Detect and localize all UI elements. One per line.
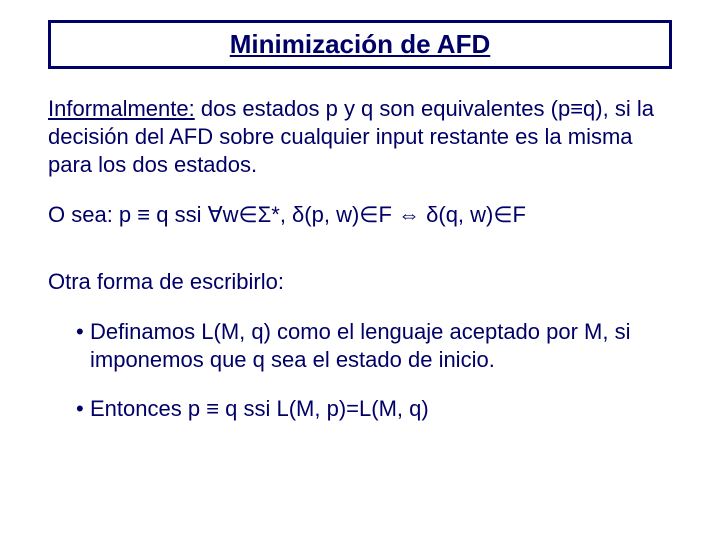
paragraph-alt-intro: Otra forma de escribirlo: bbox=[48, 268, 672, 296]
paragraph-formal: O sea: p ≡ q ssi ∀w∈Σ*, δ(p, w)∈F ⇔ δ(q,… bbox=[48, 201, 672, 229]
title-box: Minimización de AFD bbox=[48, 20, 672, 69]
list-item: Entonces p ≡ q ssi L(M, p)=L(M, q) bbox=[76, 395, 672, 424]
spacer bbox=[48, 252, 672, 268]
informal-label: Informalmente: bbox=[48, 96, 195, 121]
page-title: Minimización de AFD bbox=[230, 29, 491, 59]
list-item: Definamos L(M, q) como el lenguaje acept… bbox=[76, 318, 672, 375]
bullet-list: Definamos L(M, q) como el lenguaje acept… bbox=[48, 318, 672, 424]
paragraph-informal: Informalmente: dos estados p y q son equ… bbox=[48, 95, 672, 179]
